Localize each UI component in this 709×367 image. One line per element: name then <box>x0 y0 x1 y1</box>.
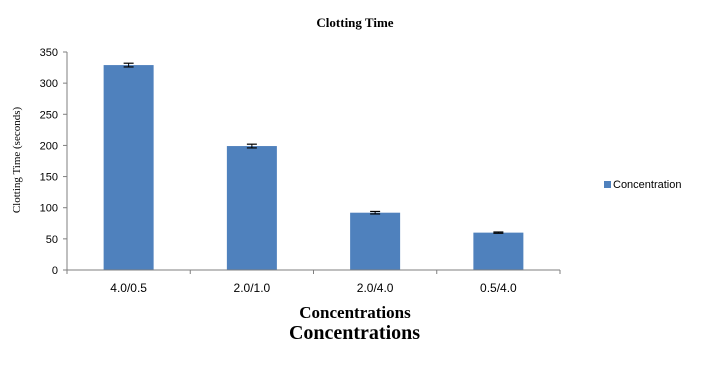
bar <box>350 212 401 270</box>
bar <box>226 146 277 270</box>
x-axis-label: Concentrations <box>299 303 411 322</box>
x-tick-label: 2.0/1.0 <box>234 281 271 295</box>
y-tick-label: 350 <box>40 47 58 59</box>
legend-label: Concentration <box>613 179 682 191</box>
y-axis: 0 50 100 150 200 250 300 350 <box>40 47 67 277</box>
bars <box>103 62 524 270</box>
y-axis-label: Clotting Time (seconds) <box>11 106 23 213</box>
y-tick-label: 200 <box>40 140 58 152</box>
x-tick-label: 4.0/0.5 <box>110 281 147 295</box>
legend: Concentration <box>604 179 682 191</box>
x-axis: 4.0/0.5 2.0/1.0 2.0/4.0 0.5/4.0 <box>66 270 561 295</box>
chart-title: Clotting Time <box>316 15 393 30</box>
figure-caption: Concentrations <box>288 322 421 344</box>
bar <box>103 65 154 270</box>
legend-swatch <box>604 181 611 188</box>
y-tick-label: 50 <box>46 234 58 246</box>
y-tick-label: 0 <box>52 265 58 277</box>
y-tick-label: 250 <box>40 109 58 121</box>
x-tick-label: 0.5/4.0 <box>480 281 517 295</box>
bar <box>473 232 524 270</box>
x-tick-label: 2.0/4.0 <box>357 281 394 295</box>
y-tick-label: 150 <box>40 172 58 184</box>
y-tick-label: 100 <box>40 203 58 215</box>
y-tick-label: 300 <box>40 78 58 90</box>
